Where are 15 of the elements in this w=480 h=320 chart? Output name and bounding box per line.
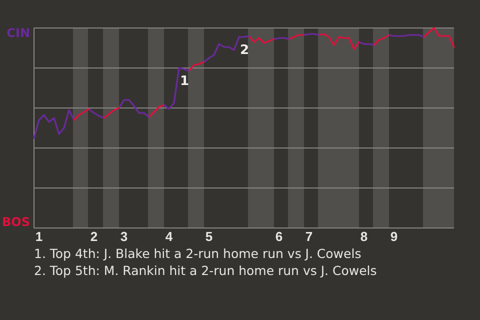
text: 1. Top 4th: J. Blake hit a 2-run home run vs J. Cowels — [34, 246, 362, 261]
x-tick-label: 8 — [360, 229, 368, 244]
annotation: 1 — [180, 74, 190, 89]
x-tick-label: 9 — [390, 229, 398, 244]
text: 2. Top 5th: M. Rankin hit a 2-run home run vs J. Cowels — [34, 263, 377, 278]
text: CIN — [6, 26, 30, 40]
x-tick-label: 2 — [90, 229, 98, 244]
x-tick-label: 4 — [165, 229, 174, 244]
x-tick-label: 3 — [120, 229, 128, 244]
x-tick-label: 6 — [275, 229, 283, 244]
x-tick-label: 1 — [35, 229, 43, 244]
text: BOS — [2, 215, 30, 229]
x-tick-label: 5 — [205, 229, 213, 244]
x-tick-label: 7 — [305, 229, 313, 244]
annotation: 2 — [240, 43, 250, 58]
